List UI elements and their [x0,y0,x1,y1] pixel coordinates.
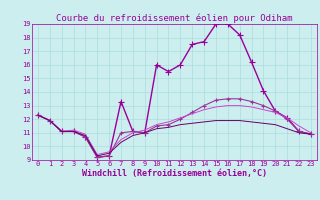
Title: Courbe du refroidissement éolien pour Odiham: Courbe du refroidissement éolien pour Od… [56,14,293,23]
X-axis label: Windchill (Refroidissement éolien,°C): Windchill (Refroidissement éolien,°C) [82,169,267,178]
